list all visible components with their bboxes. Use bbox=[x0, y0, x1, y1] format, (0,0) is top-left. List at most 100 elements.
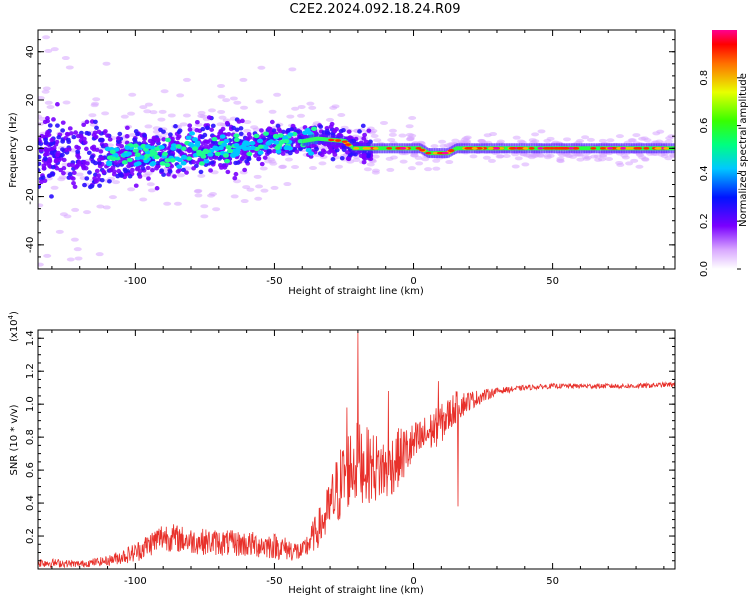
spectrogram-haze-point bbox=[157, 117, 166, 122]
spectrogram-mid-point bbox=[253, 133, 260, 139]
spectrogram-haze-point bbox=[615, 160, 624, 165]
spectrogram-haze-point bbox=[257, 65, 266, 70]
spectrogram-mid-point bbox=[243, 140, 250, 146]
spectrogram-haze-point bbox=[270, 185, 279, 190]
spectrogram-haze-point bbox=[556, 159, 565, 164]
spectrogram-haze-point bbox=[511, 164, 520, 169]
spectrogram-point bbox=[123, 168, 129, 174]
spectrogram-mid-point bbox=[225, 145, 232, 150]
spectrogram-haze-point bbox=[414, 155, 423, 160]
spectrogram-point bbox=[194, 128, 200, 133]
spectrogram-mid-point bbox=[257, 144, 264, 149]
spectrogram-haze-point bbox=[144, 124, 153, 129]
spectrogram-ridge bbox=[454, 146, 457, 151]
spectrogram-mid-point bbox=[234, 148, 241, 153]
spectrogram-point bbox=[238, 131, 244, 137]
spectrogram-point bbox=[54, 139, 60, 145]
spectrogram-ridge bbox=[313, 137, 317, 142]
spectrogram-haze-point bbox=[635, 164, 644, 169]
spectrogram-point bbox=[96, 160, 102, 166]
spectrogram-y-ticks: -40 -20 0 20 40 bbox=[25, 39, 675, 270]
spectrogram-haze-point bbox=[260, 188, 269, 193]
spectrogram-point bbox=[154, 166, 159, 171]
spectrogram-haze-point bbox=[615, 134, 624, 139]
spectrogram-haze-point bbox=[306, 101, 315, 106]
spectrogram-point bbox=[262, 155, 268, 160]
spectrogram-point bbox=[101, 169, 107, 175]
spectrogram-point bbox=[267, 126, 273, 132]
spectrogram-mid-point bbox=[262, 131, 269, 136]
spectrogram-haze-point bbox=[197, 173, 206, 178]
spectrogram-point bbox=[231, 125, 237, 131]
spectrogram-haze-point bbox=[668, 153, 675, 158]
spectrogram-haze-point bbox=[273, 92, 282, 97]
spectrogram-haze-point bbox=[127, 111, 136, 116]
spectrogram-haze-point bbox=[269, 161, 278, 166]
spectrogram-point bbox=[137, 168, 143, 174]
spectrogram-point bbox=[55, 123, 60, 128]
spectrogram-haze-point bbox=[102, 61, 111, 66]
spectrogram-point bbox=[361, 152, 367, 158]
spectrogram-point bbox=[94, 168, 100, 174]
spectrogram-ridge bbox=[505, 146, 509, 151]
spectrogram-mid-point bbox=[149, 149, 156, 154]
spectrogram-ridge bbox=[303, 138, 307, 143]
spectrogram-point bbox=[70, 162, 76, 168]
spectrogram-mid-point bbox=[302, 130, 309, 135]
spectrogram-haze-point bbox=[176, 93, 185, 98]
snr-y-tick-label: 0.4 bbox=[25, 495, 36, 511]
spectrogram-ridge bbox=[455, 146, 459, 151]
spectrogram-haze-point bbox=[643, 138, 652, 143]
spectrogram-point bbox=[115, 173, 121, 179]
spectrogram-mid-point bbox=[311, 126, 318, 131]
spectrogram-point bbox=[322, 149, 328, 155]
spectrogram-point bbox=[119, 173, 124, 178]
spectrogram-point bbox=[295, 143, 301, 149]
spectrogram-mid-point bbox=[297, 138, 304, 144]
spectrogram-point bbox=[200, 141, 206, 146]
spectrogram-haze-point bbox=[229, 96, 238, 101]
spectrogram-peak-point bbox=[563, 146, 570, 150]
spectrogram-point bbox=[213, 155, 219, 160]
spectrogram-point bbox=[155, 137, 161, 142]
spectrogram-haze-point bbox=[70, 237, 79, 242]
spectrogram-point bbox=[82, 140, 88, 145]
spectrogram-mid-point bbox=[134, 152, 141, 157]
spectrogram-ridge bbox=[580, 146, 584, 151]
spectrogram-point bbox=[116, 168, 122, 174]
spectrogram-haze-point bbox=[334, 164, 343, 169]
spectrogram-haze-point bbox=[502, 154, 511, 159]
spectrogram-point bbox=[38, 179, 44, 185]
spectrogram-haze-point bbox=[543, 155, 552, 160]
spectrogram-haze-point bbox=[242, 185, 251, 190]
spectrogram-point bbox=[327, 145, 333, 151]
spectrogram-point bbox=[124, 134, 130, 139]
spectrogram-haze-point bbox=[74, 256, 83, 261]
spectrogram-point bbox=[117, 131, 123, 137]
spectrogram-ridge bbox=[382, 146, 385, 151]
spectrogram-haze-point bbox=[50, 47, 59, 52]
spectrogram-point bbox=[65, 132, 71, 137]
spectrogram-peak-point bbox=[493, 146, 500, 150]
spectrogram-haze-point bbox=[75, 172, 84, 177]
spectrogram-point bbox=[38, 137, 42, 142]
spectrogram-point bbox=[91, 132, 97, 138]
spectrogram-mid-point bbox=[213, 146, 220, 152]
colorbar-ticks: 0.0 0.2 0.4 0.6 0.8 bbox=[699, 70, 741, 277]
spectrogram-ridge bbox=[380, 146, 384, 151]
spectrogram-haze-point bbox=[218, 115, 227, 120]
spectrogram-point bbox=[94, 147, 100, 152]
spectrogram-ridge bbox=[460, 146, 464, 151]
spectrogram-haze-point bbox=[143, 109, 152, 114]
spectrogram-mid-point bbox=[165, 137, 172, 143]
spectrogram-mid-point bbox=[223, 138, 230, 144]
spectrogram-point bbox=[366, 128, 372, 133]
spectrogram-haze-point bbox=[527, 155, 536, 160]
spectrogram-point bbox=[47, 157, 53, 162]
spectrogram-haze-point bbox=[438, 139, 447, 144]
spectrogram-mid-point bbox=[198, 161, 205, 166]
spectrogram-haze-point bbox=[44, 100, 53, 105]
spectrogram-point bbox=[242, 151, 248, 156]
spectrogram-point bbox=[77, 160, 82, 165]
spectrogram-point bbox=[75, 149, 81, 154]
